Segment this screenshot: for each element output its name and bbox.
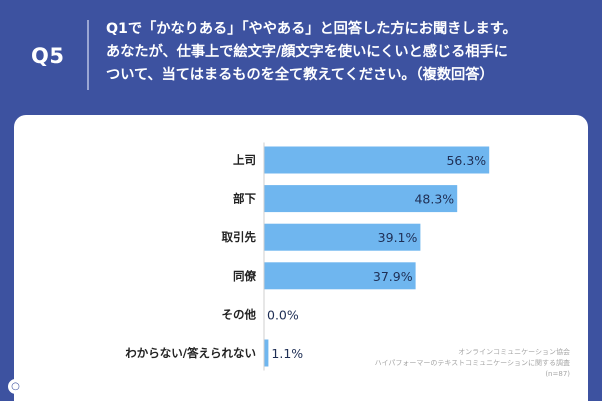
- value-label: 0.0%: [267, 307, 299, 322]
- source-note: オンラインコミュニケーション協会 ハイパフォーマーのテキストコミュニケーションに…: [375, 347, 570, 380]
- source-org: オンラインコミュニケーション協会: [458, 348, 570, 356]
- question-text: Q1で「かなりある」「ややある」と回答した方にお聞きします。 あなたが、仕事上で…: [106, 18, 598, 87]
- bar: [264, 223, 421, 251]
- bar: [264, 146, 490, 174]
- value-label: 39.1%: [378, 230, 418, 245]
- brand-name: リサピー: [27, 379, 76, 394]
- question-line-3: ついて、当てはまるものを全て教えてください。（複数回答）: [106, 67, 494, 83]
- category-label: 部下: [233, 192, 256, 206]
- category-label: 同僚: [233, 269, 256, 283]
- bar: [264, 339, 269, 367]
- question-line-1: Q1で「かなりある」「ややある」と回答した方にお聞きします。: [106, 21, 517, 37]
- source-sample-size: (n=87): [545, 370, 570, 378]
- category-label: 上司: [233, 153, 256, 167]
- bar: [264, 262, 416, 290]
- header-divider: [87, 20, 89, 90]
- category-label: わからない/答えられない: [125, 346, 256, 360]
- brand-logo: ○ リサピー: [8, 375, 75, 397]
- question-line-2: あなたが、仕事上で絵文字/顔文字を使いにくいと感じる相手に: [106, 44, 508, 60]
- speech-bubble-icon: ○: [8, 378, 23, 394]
- bar-chart: 上司 56.3% 部下 48.3% 取引先 39.1% 同僚 37.9% その他 0.0% わからな…: [125, 142, 490, 371]
- source-survey: ハイパフォーマーのテキストコミュニケーションに関する調査: [374, 359, 570, 367]
- value-label: 48.3%: [414, 192, 454, 207]
- chart-panel: 上司 56.3% 部下 48.3% 取引先 39.1% 同僚 37.9% その他 0.0% わからな…: [14, 115, 588, 401]
- value-label: 56.3%: [446, 153, 486, 168]
- bar: [264, 185, 458, 213]
- value-label: 37.9%: [373, 269, 413, 284]
- header: Q5 Q1で「かなりある」「ややある」と回答した方にお聞きします。 あなたが、仕…: [0, 0, 602, 112]
- value-label: 1.1%: [271, 346, 303, 361]
- category-label: 取引先: [222, 230, 257, 244]
- question-number: Q5: [31, 44, 65, 68]
- category-label: その他: [222, 307, 257, 321]
